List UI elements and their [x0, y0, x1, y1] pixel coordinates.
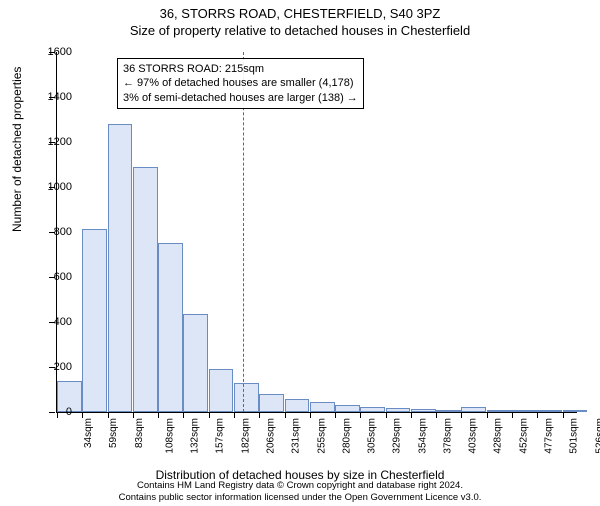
histogram-bar	[537, 410, 562, 412]
histogram-bar	[360, 407, 385, 412]
x-tick-label: 280sqm	[341, 418, 352, 454]
y-tick-label: 1000	[32, 181, 72, 193]
x-tick	[411, 412, 412, 418]
address-title: 36, STORRS ROAD, CHESTERFIELD, S40 3PZ	[0, 6, 600, 21]
histogram-bar	[209, 369, 234, 412]
histogram-bar	[512, 410, 537, 412]
x-tick-label: 83sqm	[134, 418, 145, 448]
x-tick	[310, 412, 311, 418]
y-tick-label: 200	[32, 361, 72, 373]
x-tick-label: 59sqm	[108, 418, 119, 448]
x-tick	[82, 412, 83, 418]
info-box-line: 3% of semi-detached houses are larger (1…	[123, 91, 358, 105]
y-tick-label: 1400	[32, 91, 72, 103]
attribution-line1: Contains HM Land Registry data © Crown c…	[0, 480, 600, 492]
subtitle: Size of property relative to detached ho…	[0, 23, 600, 38]
x-tick	[537, 412, 538, 418]
histogram-bar	[335, 405, 360, 412]
histogram-bar	[436, 410, 461, 412]
histogram-bar	[108, 124, 133, 412]
y-tick-label: 400	[32, 316, 72, 328]
x-tick	[436, 412, 437, 418]
x-tick	[209, 412, 210, 418]
x-tick-label: 206sqm	[266, 418, 277, 454]
x-tick	[108, 412, 109, 418]
x-tick-label: 501sqm	[569, 418, 580, 454]
histogram-bar	[386, 408, 411, 412]
x-tick	[386, 412, 387, 418]
histogram-bar	[461, 407, 486, 412]
x-tick	[512, 412, 513, 418]
histogram-bar	[487, 410, 512, 412]
histogram-bar	[158, 243, 183, 412]
x-tick-label: 305sqm	[367, 418, 378, 454]
attribution: Contains HM Land Registry data © Crown c…	[0, 480, 600, 504]
histogram-bar	[183, 314, 208, 412]
plot: 34sqm59sqm83sqm108sqm132sqm157sqm182sqm2…	[56, 52, 577, 413]
y-tick-label: 1600	[32, 46, 72, 58]
x-tick-label: 108sqm	[164, 418, 175, 454]
x-tick	[158, 412, 159, 418]
histogram-bar	[285, 399, 310, 413]
histogram-bar	[259, 394, 284, 412]
x-tick-label: 132sqm	[190, 418, 201, 454]
x-tick-label: 452sqm	[518, 418, 529, 454]
x-tick-label: 182sqm	[240, 418, 251, 454]
info-box-line: 36 STORRS ROAD: 215sqm	[123, 62, 358, 76]
x-tick-label: 255sqm	[316, 418, 327, 454]
x-tick	[461, 412, 462, 418]
attribution-line2: Contains public sector information licen…	[0, 492, 600, 504]
x-tick	[360, 412, 361, 418]
x-tick-label: 329sqm	[392, 418, 403, 454]
x-tick-label: 157sqm	[215, 418, 226, 454]
x-tick	[183, 412, 184, 418]
y-tick-label: 0	[32, 406, 72, 418]
chart-area: 34sqm59sqm83sqm108sqm132sqm157sqm182sqm2…	[56, 52, 576, 412]
info-box: 36 STORRS ROAD: 215sqm← 97% of detached …	[117, 58, 364, 109]
x-tick-label: 428sqm	[493, 418, 504, 454]
x-tick	[234, 412, 235, 418]
y-tick-label: 1200	[32, 136, 72, 148]
x-tick	[285, 412, 286, 418]
x-tick	[335, 412, 336, 418]
x-tick-label: 34sqm	[83, 418, 94, 448]
x-tick	[487, 412, 488, 418]
x-tick-label: 378sqm	[443, 418, 454, 454]
histogram-bar	[234, 383, 259, 412]
info-box-line: ← 97% of detached houses are smaller (4,…	[123, 76, 358, 90]
x-tick	[259, 412, 260, 418]
x-tick	[563, 412, 564, 418]
histogram-bar	[310, 402, 335, 412]
y-tick-label: 600	[32, 271, 72, 283]
histogram-bar	[82, 229, 107, 412]
x-tick-label: 526sqm	[594, 418, 600, 454]
y-tick-label: 800	[32, 226, 72, 238]
x-tick-label: 231sqm	[291, 418, 302, 454]
x-tick-label: 354sqm	[417, 418, 428, 454]
x-tick-label: 477sqm	[544, 418, 555, 454]
histogram-bar	[133, 167, 158, 412]
histogram-bar	[411, 409, 436, 412]
histogram-bar	[563, 410, 588, 412]
y-axis-label: Number of detached properties	[10, 67, 24, 232]
x-tick	[133, 412, 134, 418]
x-tick-label: 403sqm	[468, 418, 479, 454]
